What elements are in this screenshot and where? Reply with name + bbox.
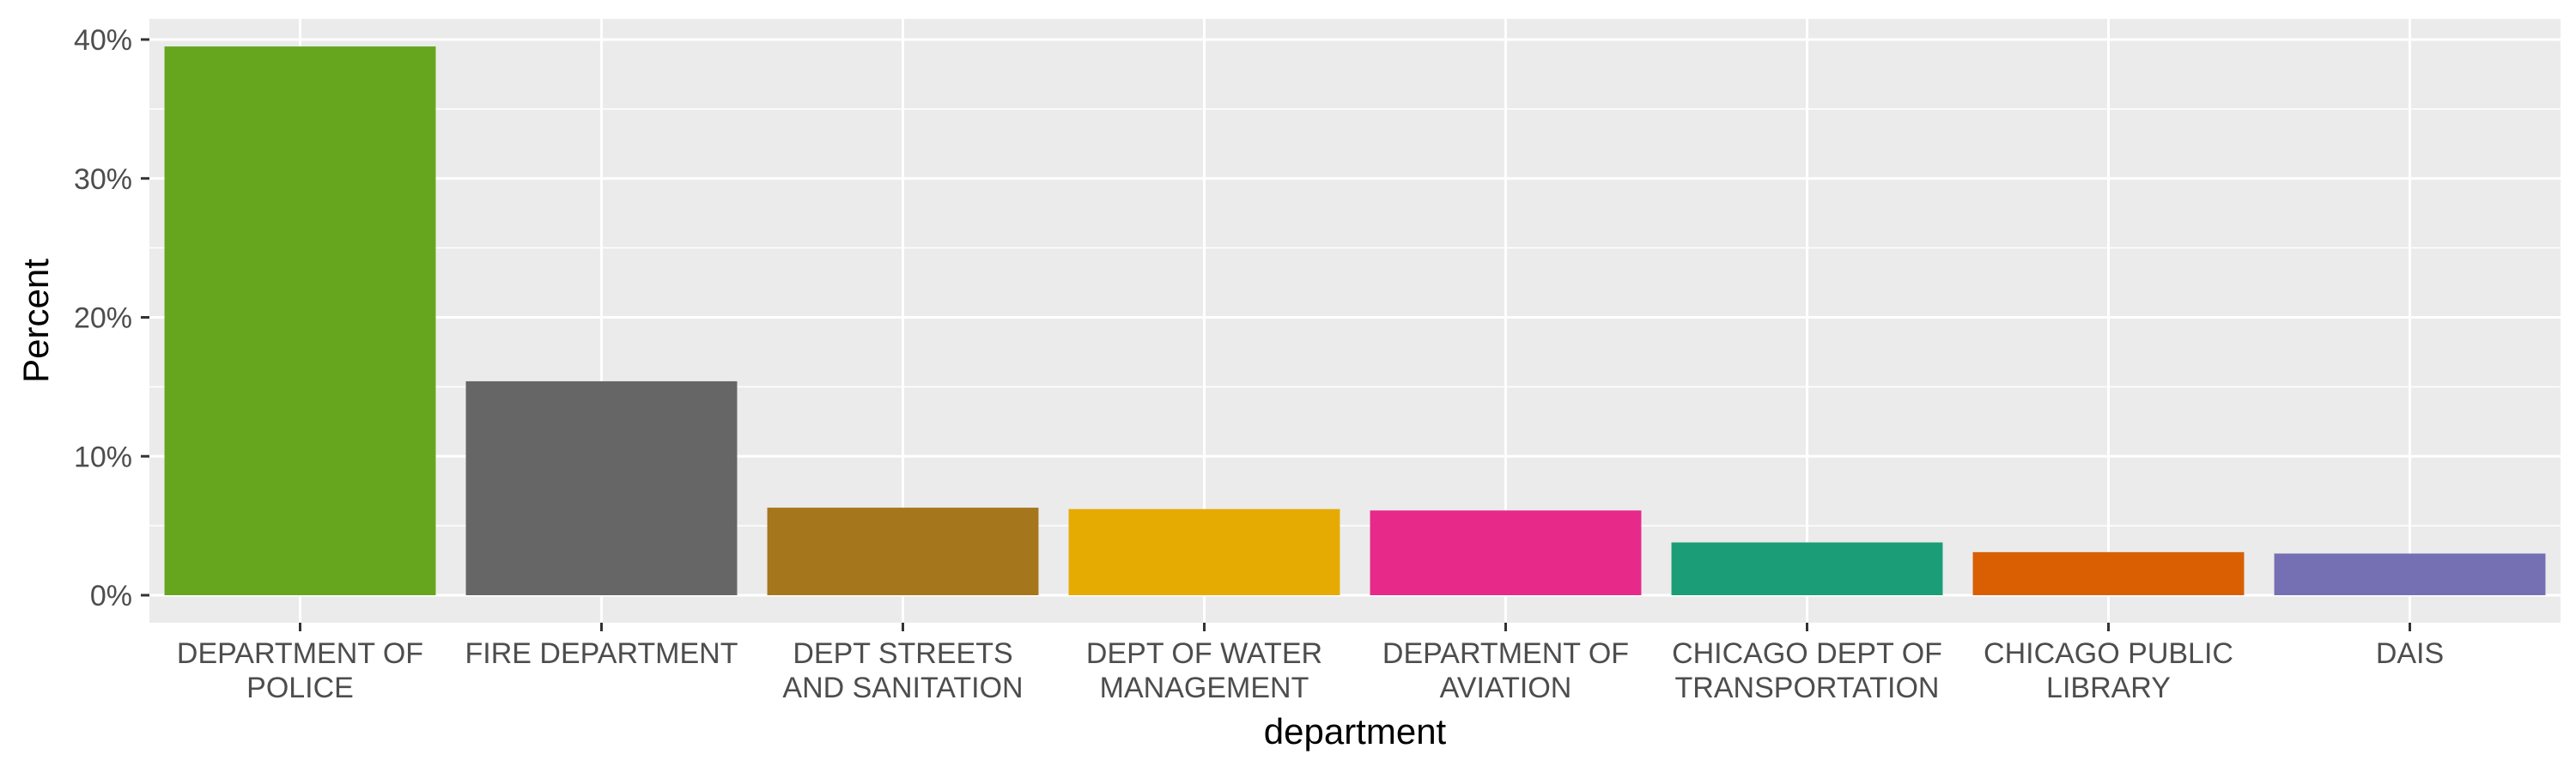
bar: [1972, 551, 2245, 595]
bar: [164, 46, 436, 595]
bars: [164, 46, 2546, 595]
x-axis: DEPARTMENT OF POLICE FIRE DEPARTMENT DEPT S…: [177, 623, 2444, 704]
x-axis-title: department: [1264, 711, 1447, 752]
x-tick-label: DEPT STREETS AND SANITATION: [782, 637, 1023, 704]
y-tick-label: 0%: [90, 580, 132, 612]
x-tick-label: CHICAGO DEPT OF TRANSPORTATION: [1672, 637, 1942, 704]
bar: [1068, 508, 1340, 595]
x-tick-label: FIRE DEPARTMENT: [465, 637, 738, 670]
bar: [2274, 553, 2546, 595]
y-tick-label: 30%: [74, 163, 132, 196]
bar: [1671, 542, 1943, 595]
y-tick-label: 20%: [74, 302, 132, 335]
bar: [465, 380, 738, 595]
y-tick-label: 40%: [74, 24, 132, 57]
y-tick-label: 10%: [74, 441, 132, 473]
x-tick-label: DEPARTMENT OF POLICE: [177, 637, 423, 704]
x-tick-label: DEPARTMENT OF AVIATION: [1382, 637, 1629, 704]
x-tick-label: DEPT OF WATER MANAGEMENT: [1086, 637, 1322, 704]
bar: [767, 508, 1039, 595]
y-axis-title: Percent: [15, 259, 56, 383]
x-tick-label: DAIS: [2376, 637, 2444, 670]
bar: [1370, 510, 1642, 595]
y-axis: 0% 10% 20% 30% 40%: [74, 24, 149, 612]
x-tick-label: CHICAGO PUBLIC LIBRARY: [1984, 637, 2233, 704]
